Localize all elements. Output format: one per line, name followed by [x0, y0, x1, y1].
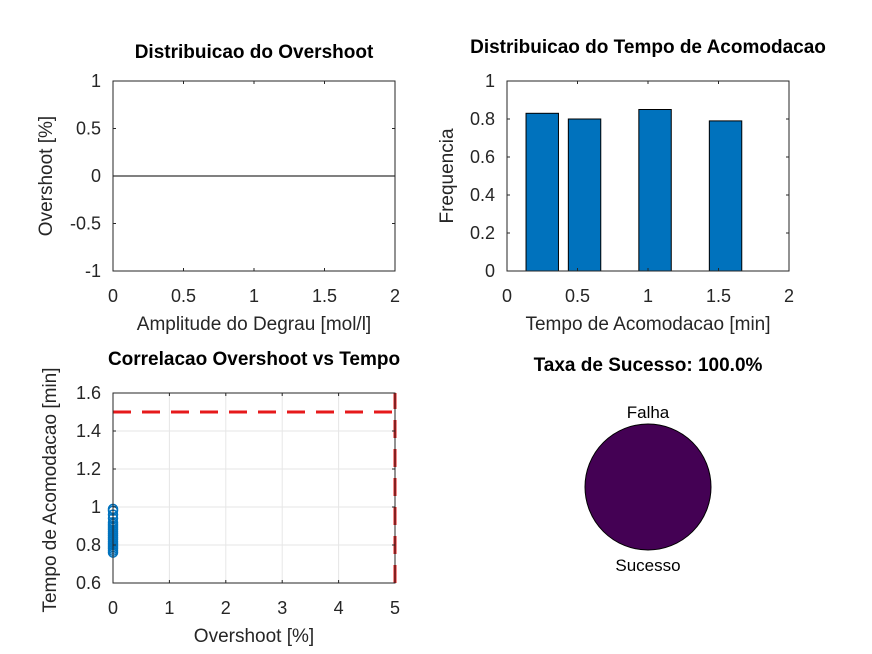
- settling-bar: [567, 118, 602, 272]
- correlation-panel: Correlacao Overshoot vs Tempo 0 1 2 3 4 5 0.6 0…: [40, 349, 400, 647]
- overshoot-ytick-label: 0.5: [76, 119, 101, 139]
- correlation-ytick-label: 0.6: [76, 573, 101, 593]
- overshoot-ytick-label: 1: [91, 71, 101, 91]
- correlation-ytick-label: 1.4: [76, 421, 101, 441]
- pie-slice-sucesso: [584, 423, 712, 551]
- correlation-xlabel: Overshoot [%]: [194, 626, 314, 647]
- correlation-ytick-label: 1.2: [76, 459, 101, 479]
- correlation-xtick-label: 3: [277, 598, 287, 618]
- settling-ylabel: Frequencia: [437, 128, 458, 223]
- correlation-ytick-label: 0.8: [76, 535, 101, 555]
- settling-ytick-label: 0.2: [470, 223, 495, 243]
- overshoot-xtick-label: 1: [249, 286, 259, 306]
- correlation-xtick-label: 0: [108, 598, 118, 618]
- overshoot-ytick-label: -1: [85, 261, 101, 281]
- correlation-title: Correlacao Overshoot vs Tempo: [108, 349, 400, 370]
- overshoot-xtick-label: 0: [108, 286, 118, 306]
- pie-label-sucesso: Sucesso: [615, 556, 680, 575]
- settling-ytick-label: 0: [485, 261, 495, 281]
- settling-ytick-label: 0.8: [470, 109, 495, 129]
- overshoot-title: Distribuicao do Overshoot: [135, 42, 374, 63]
- settling-ytick-label: 1: [485, 71, 495, 91]
- success-panel: Taxa de Sucesso: 100.0% Falha Sucesso: [534, 355, 763, 575]
- settling-ytick-label: 0.4: [470, 185, 495, 205]
- overshoot-axes-box: [112, 80, 396, 272]
- correlation-ytick-label: 1: [91, 497, 101, 517]
- settling-xlabel: Tempo de Acomodacao [min]: [525, 314, 770, 335]
- correlation-ylabel: Tempo de Acomodacao [min]: [40, 367, 61, 612]
- correlation-xtick-label: 5: [390, 598, 400, 618]
- overshoot-xlabel: Amplitude do Degrau [mol/l]: [137, 314, 371, 335]
- overshoot-ytick-label: 0: [91, 166, 101, 186]
- settling-xtick-label: 0: [502, 286, 512, 306]
- correlation-ytick-label: 1.6: [76, 383, 101, 403]
- overshoot-xtick-label: 0.5: [171, 286, 196, 306]
- settling-xtick-label: 2: [784, 286, 794, 306]
- settling-ytick-label: 0.6: [470, 147, 495, 167]
- pie-label-falha: Falha: [627, 403, 670, 422]
- correlation-axes-box: [112, 392, 396, 584]
- correlation-xtick-label: 4: [334, 598, 344, 618]
- correlation-xtick-label: 2: [221, 598, 231, 618]
- settling-panel: Distribuicao do Tempo de Acomodacao 0 0.5…: [437, 37, 826, 335]
- settling-bar: [638, 109, 672, 272]
- overshoot-ytick-label: -0.5: [70, 214, 101, 234]
- settling-bar: [525, 112, 559, 272]
- settling-xtick-label: 1.5: [706, 286, 731, 306]
- settling-bar: [708, 120, 743, 272]
- overshoot-xtick-label: 2: [390, 286, 400, 306]
- overshoot-ylabel: Overshoot [%]: [36, 116, 57, 236]
- settling-xtick-label: 1: [643, 286, 653, 306]
- overshoot-xtick-label: 1.5: [312, 286, 337, 306]
- settling-axes-box: [506, 80, 790, 272]
- correlation-xtick-label: 1: [164, 598, 174, 618]
- success-title: Taxa de Sucesso: 100.0%: [534, 355, 763, 376]
- settling-title: Distribuicao do Tempo de Acomodacao: [470, 37, 826, 58]
- settling-xtick-label: 0.5: [565, 286, 590, 306]
- overshoot-panel: Distribuicao do Overshoot 0 0.5 1 1.5 2 -1 -0.…: [36, 42, 400, 335]
